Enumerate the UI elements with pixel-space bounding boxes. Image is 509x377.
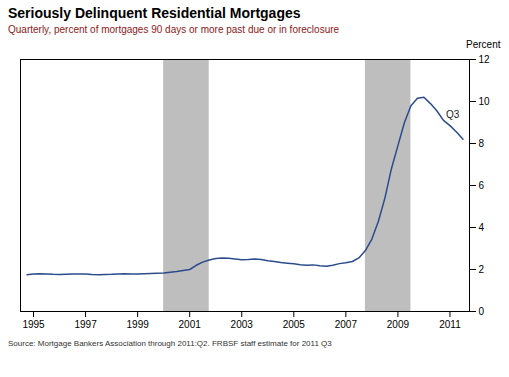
svg-text:1995: 1995 <box>22 319 45 330</box>
svg-text:6: 6 <box>479 180 485 191</box>
svg-text:2005: 2005 <box>283 319 306 330</box>
svg-text:2009: 2009 <box>387 319 410 330</box>
svg-text:2011: 2011 <box>439 319 461 330</box>
svg-text:2007: 2007 <box>335 319 358 330</box>
svg-text:10: 10 <box>479 96 491 107</box>
svg-text:1997: 1997 <box>74 319 97 330</box>
svg-text:0: 0 <box>479 306 485 317</box>
svg-text:1999: 1999 <box>127 319 150 330</box>
svg-text:8: 8 <box>479 138 485 149</box>
svg-text:Percent: Percent <box>466 39 501 50</box>
svg-text:2003: 2003 <box>231 319 254 330</box>
html-text:Quarterly, percent of mortgage: Quarterly, percent of mortgages 90 days … <box>8 24 340 35</box>
html-text:Source: Mortgage Bankers Assoc: Source: Mortgage Bankers Association thr… <box>8 339 332 348</box>
svg-text:2: 2 <box>479 264 485 275</box>
svg-text:12: 12 <box>479 54 491 65</box>
svg-text:Q3: Q3 <box>446 109 460 120</box>
html-text:Seriously Delinquent Residenti: Seriously Delinquent Residential Mortgag… <box>8 5 301 21</box>
svg-text:4: 4 <box>479 222 485 233</box>
svg-text:2001: 2001 <box>179 319 202 330</box>
